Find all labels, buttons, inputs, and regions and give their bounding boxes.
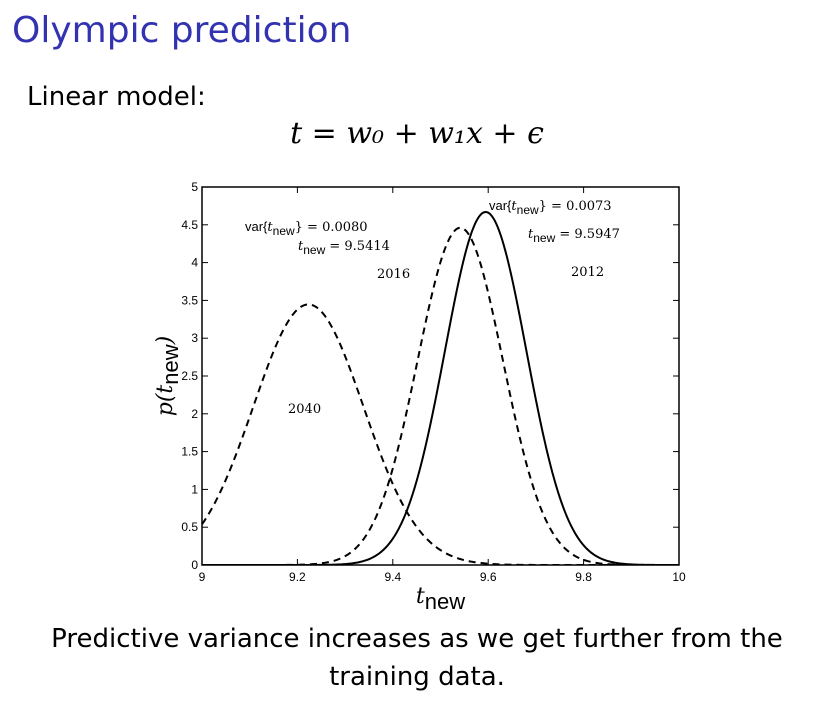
- slide-caption: Predictive variance increases as we get …: [51, 624, 783, 692]
- curve-2040: [202, 303, 679, 565]
- slide-subtitle: Linear model:: [27, 82, 206, 112]
- y-tick-label: 1: [191, 482, 198, 496]
- y-tick-label: 4.5: [181, 218, 198, 232]
- annotation-mean2016: tnew = 9.5414: [298, 239, 390, 257]
- y-tick-label: 3: [191, 331, 198, 345]
- x-tick-label: 9: [199, 570, 206, 584]
- y-tick-label: 2: [191, 407, 198, 421]
- slide-title: Olympic prediction: [12, 10, 352, 51]
- y-tick-label: 2.5: [181, 369, 198, 383]
- annotation-var2016: var{tnew} = 0.0080: [245, 219, 368, 238]
- annotation-label2012: 2012: [571, 265, 604, 280]
- y-tick-label: 5: [191, 180, 198, 194]
- annotation-label2016: 2016: [377, 267, 410, 282]
- annotation-mean2012: tnew = 9.5947: [528, 227, 620, 245]
- x-tick-label: 10: [672, 570, 686, 584]
- y-axis-label: p(tnew): [153, 336, 183, 416]
- x-axis-label: tnew: [416, 584, 465, 614]
- x-tick-label: 9.6: [480, 570, 497, 584]
- annotation-var2012: var{tnew} = 0.0073: [489, 198, 612, 217]
- x-tick-label: 9.2: [289, 570, 306, 584]
- annotation-label2040: 2040: [288, 402, 321, 417]
- y-tick-label: 0.5: [181, 520, 198, 534]
- x-tick-label: 9.8: [575, 570, 592, 584]
- y-tick-label: 3.5: [181, 293, 198, 307]
- x-tick-label: 9.4: [384, 570, 401, 584]
- curve-2012: [202, 211, 679, 565]
- y-tick-label: 0: [191, 558, 198, 572]
- y-tick-label: 4: [191, 256, 198, 270]
- y-tick-label: 1.5: [181, 445, 198, 459]
- model-equation: t = w₀ + w₁x + ϵ: [290, 116, 544, 151]
- curve-2016: [202, 226, 679, 565]
- predictive-density-chart: 9 9.2 9.4 9.6 9.8 10 0 0.5 1 1.5 2 2.5 3 3.5 4 4.5 5 tnew…: [153, 180, 686, 614]
